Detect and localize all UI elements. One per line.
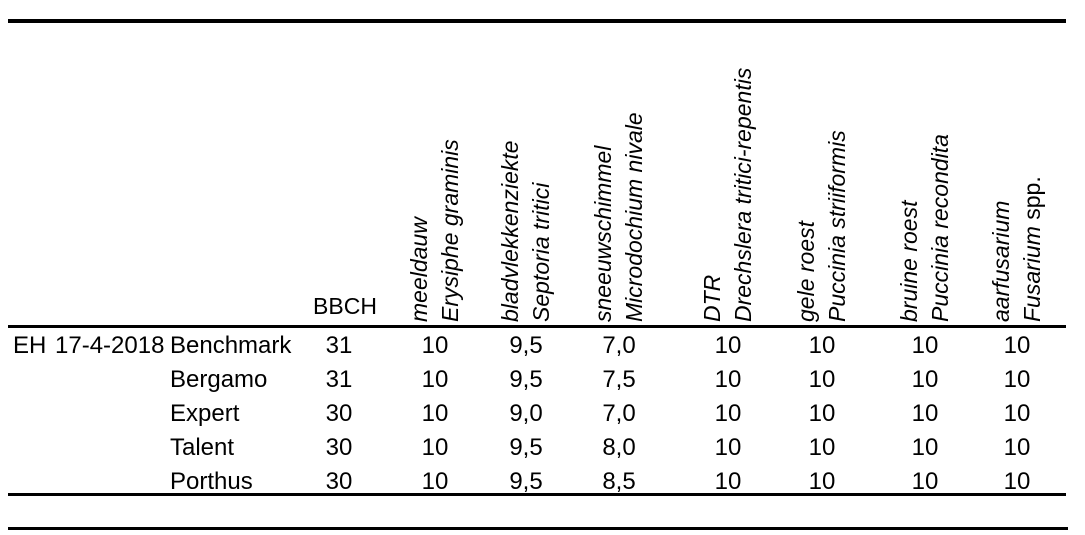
cell-sneeuwschimmel: 7,0 xyxy=(602,332,636,359)
column-header-dutch: bladvlekkenziekte xyxy=(497,140,523,322)
cell-bbch: 30 xyxy=(325,434,353,461)
trial-date: 17-4-2018 xyxy=(55,332,165,359)
cell-dtr: 10 xyxy=(714,400,742,427)
table-row: Talent 30 10 9,5 8,0 10 10 10 10 xyxy=(0,431,1085,465)
cell-gele-roest: 10 xyxy=(808,434,836,461)
cell-bbch: 31 xyxy=(325,332,353,359)
table-row: EH 17-4-2018 Benchmark 31 10 9,5 7,0 10 … xyxy=(0,329,1085,363)
column-header-gele-roest: gele roest Puccinia striiformis xyxy=(791,130,853,322)
column-header-dutch: DTR xyxy=(699,274,725,322)
cell-meeldauw: 10 xyxy=(421,332,449,359)
column-header-dtr: DTR Drechslera tritici-repentis xyxy=(697,68,759,322)
cell-bruine-roest: 10 xyxy=(911,332,939,359)
column-header-latin: Erysiphe graminis xyxy=(437,139,463,322)
cell-bruine-roest: 10 xyxy=(911,434,939,461)
cell-bladvlekkenziekte: 9,5 xyxy=(509,468,543,495)
table-bottom-rule xyxy=(8,493,1066,496)
column-header-bruine-roest: bruine roest Puccinia recondita xyxy=(894,134,956,322)
column-header-dutch: gele roest xyxy=(793,220,819,322)
cell-dtr: 10 xyxy=(714,366,742,393)
variety-name: Talent xyxy=(170,434,235,461)
cell-meeldauw: 10 xyxy=(421,434,449,461)
cell-dtr: 10 xyxy=(714,468,742,495)
cell-bladvlekkenziekte: 9,5 xyxy=(509,332,543,359)
column-header-latin: Puccinia striiformis xyxy=(824,130,850,322)
group-label: EH xyxy=(13,332,47,359)
column-header-latin: Drechslera tritici-repentis xyxy=(730,67,756,322)
variety-name: Benchmark xyxy=(170,332,292,359)
footer-rule xyxy=(8,527,1068,530)
cell-aarfusarium: 10 xyxy=(1003,366,1031,393)
column-header-dutch: bruine roest xyxy=(896,200,922,322)
cell-gele-roest: 10 xyxy=(808,332,836,359)
cell-gele-roest: 10 xyxy=(808,468,836,495)
column-header-sneeuwschimmel: sneeuwschimmel Microdochium nivale xyxy=(588,112,650,322)
cell-bladvlekkenziekte: 9,5 xyxy=(509,434,543,461)
column-header-latin: Fusarium spp. xyxy=(1019,176,1045,322)
cell-sneeuwschimmel: 7,5 xyxy=(602,366,636,393)
header-rule xyxy=(8,325,1066,328)
table-row: Porthus 30 10 9,5 8,5 10 10 10 10 xyxy=(0,465,1085,499)
column-header-bladvlekkenziekte: bladvlekkenziekte Septoria tritici xyxy=(495,140,557,322)
cell-bruine-roest: 10 xyxy=(911,366,939,393)
cell-gele-roest: 10 xyxy=(808,400,836,427)
cell-bbch: 30 xyxy=(325,400,353,427)
cell-aarfusarium: 10 xyxy=(1003,400,1031,427)
cell-bruine-roest: 10 xyxy=(911,468,939,495)
column-header-latin: Puccinia recondita xyxy=(927,134,953,322)
cell-dtr: 10 xyxy=(714,332,742,359)
column-header-latin: Septoria tritici xyxy=(528,182,554,322)
cell-sneeuwschimmel: 8,5 xyxy=(602,468,636,495)
cell-aarfusarium: 10 xyxy=(1003,468,1031,495)
table-top-rule xyxy=(8,19,1066,23)
column-header-dutch: sneeuwschimmel xyxy=(590,145,616,322)
cell-aarfusarium: 10 xyxy=(1003,434,1031,461)
cell-meeldauw: 10 xyxy=(421,468,449,495)
cell-aarfusarium: 10 xyxy=(1003,332,1031,359)
cell-bbch: 30 xyxy=(325,468,353,495)
column-header-meeldauw: meeldauw Erysiphe graminis xyxy=(404,139,466,322)
variety-name: Porthus xyxy=(170,468,253,495)
table-row: Bergamo 31 10 9,5 7,5 10 10 10 10 xyxy=(0,363,1085,397)
cell-meeldauw: 10 xyxy=(421,366,449,393)
cell-sneeuwschimmel: 7,0 xyxy=(602,400,636,427)
cell-bruine-roest: 10 xyxy=(911,400,939,427)
cell-gele-roest: 10 xyxy=(808,366,836,393)
column-header-latin: Microdochium nivale xyxy=(621,112,647,322)
variety-name: Expert xyxy=(170,400,240,427)
column-header-aarfusarium: aarfusarium Fusarium spp. xyxy=(986,176,1048,322)
bbch-column-header: BBCH xyxy=(313,293,377,319)
cell-dtr: 10 xyxy=(714,434,742,461)
cell-bbch: 31 xyxy=(325,366,353,393)
cell-bladvlekkenziekte: 9,0 xyxy=(509,400,543,427)
table-row: Expert 30 10 9,0 7,0 10 10 10 10 xyxy=(0,397,1085,431)
column-header-dutch: aarfusarium xyxy=(988,200,1014,322)
cell-meeldauw: 10 xyxy=(421,400,449,427)
variety-name: Bergamo xyxy=(170,366,268,393)
cell-sneeuwschimmel: 8,0 xyxy=(602,434,636,461)
cell-bladvlekkenziekte: 9,5 xyxy=(509,366,543,393)
column-header-dutch: meeldauw xyxy=(406,217,432,322)
